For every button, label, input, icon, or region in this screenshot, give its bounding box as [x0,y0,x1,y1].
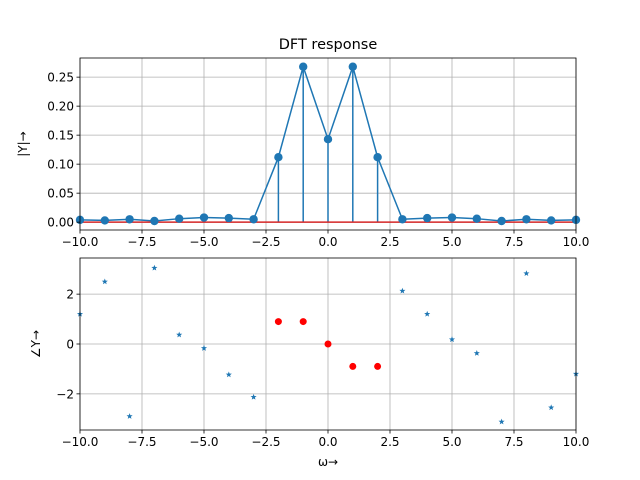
phase-star-point [424,310,431,317]
phase-x-tick-label: −10.0 [62,435,99,449]
phase-star-point [498,418,505,425]
phase-star-point [176,331,183,338]
magnitude-x-tick-label: 5.0 [442,235,461,249]
phase-chart: −10.0 −7.5 −5.0 −2.5 0.0 2.5 5.0 7.5 10.0 −2 0 2 ∠Y… [29,257,589,469]
magnitude-point [100,216,110,225]
magnitude-y-tick-label: 0.15 [47,129,74,143]
magnitude-x-tick-label: 2.5 [380,235,399,249]
phase-x-tick-label: −5.0 [189,435,218,449]
magnitude-point [274,152,283,162]
magnitude-point [323,135,333,144]
phase-y-tick-label: −2 [56,387,74,401]
magnitude-x-tick-label: −10.0 [62,235,99,249]
phase-marks [76,264,580,425]
magnitude-point [150,216,159,226]
phase-highlight-point [349,362,357,370]
phase-star-point [473,350,480,356]
magnitude-point [522,215,531,224]
magnitude-point [547,216,556,225]
magnitude-point [175,214,184,223]
magnitude-point [423,213,432,223]
magnitude-point [398,215,407,224]
magnitude-point [373,152,382,162]
phase-star-point [225,371,232,378]
magnitude-x-tick-label: 7.5 [504,235,523,249]
chart-title: DFT response [279,37,378,53]
magnitude-point [249,215,258,224]
x-axis-label: ω→ [318,455,338,469]
magnitude-x-tick-label: 0.0 [318,235,337,249]
magnitude-chart: −10.0 −7.5 −5.0 −2.5 0.0 2.5 5.0 7.5 10.0 0.00 0.0… [16,37,589,249]
phase-star-point [126,413,133,419]
magnitude-y-axis-label: |Y|→ [16,131,30,156]
phase-highlight-point [324,340,332,348]
magnitude-x-tick-label: −2.5 [251,235,280,249]
magnitude-point [447,213,457,222]
phase-star-point [523,270,530,277]
phase-x-tick-label: −7.5 [127,435,156,449]
magnitude-point [199,213,209,222]
phase-star-point [250,393,257,400]
magnitude-x-tick-label: 10.0 [563,235,590,249]
magnitude-y-tick-label: 0.25 [47,71,74,85]
phase-x-tick-label: 7.5 [504,435,523,449]
phase-x-tick-label: 10.0 [563,435,590,449]
phase-highlight-point [299,318,307,326]
magnitude-y-tick-label: 0.05 [47,187,74,201]
magnitude-point [299,62,308,71]
magnitude-point [125,215,134,224]
phase-y-tick-label: 2 [66,288,74,302]
phase-x-tick-label: 5.0 [442,435,461,449]
magnitude-point [348,62,357,71]
phase-star-point [101,278,108,285]
magnitude-x-tick-label: −5.0 [189,235,218,249]
phase-highlight-point [374,362,382,370]
magnitude-point [472,214,481,223]
phase-ticks: −10.0 −7.5 −5.0 −2.5 0.0 2.5 5.0 7.5 10.0 −2 0 2 [56,288,589,449]
phase-star-point [200,345,208,351]
magnitude-point [224,213,233,223]
phase-highlight-point [274,318,282,326]
magnitude-y-tick-label: 0.20 [47,100,74,114]
phase-star-point [448,336,456,343]
magnitude-ticks: −10.0 −7.5 −5.0 −2.5 0.0 2.5 5.0 7.5 10.0 0.00 0.0… [47,71,589,249]
magnitude-x-tick-label: −7.5 [127,235,156,249]
magnitude-y-tick-label: 0.10 [47,158,74,172]
phase-x-tick-label: −2.5 [251,435,280,449]
phase-y-axis-label: ∠Y→ [29,330,43,358]
phase-x-tick-label: 2.5 [380,435,399,449]
phase-star-point [151,264,158,271]
phase-star-point [548,404,555,411]
phase-x-tick-label: 0.0 [318,435,337,449]
magnitude-y-tick-label: 0.00 [47,216,74,230]
phase-y-tick-label: 0 [66,338,74,352]
phase-star-point [399,287,406,294]
magnitude-point [497,216,506,226]
